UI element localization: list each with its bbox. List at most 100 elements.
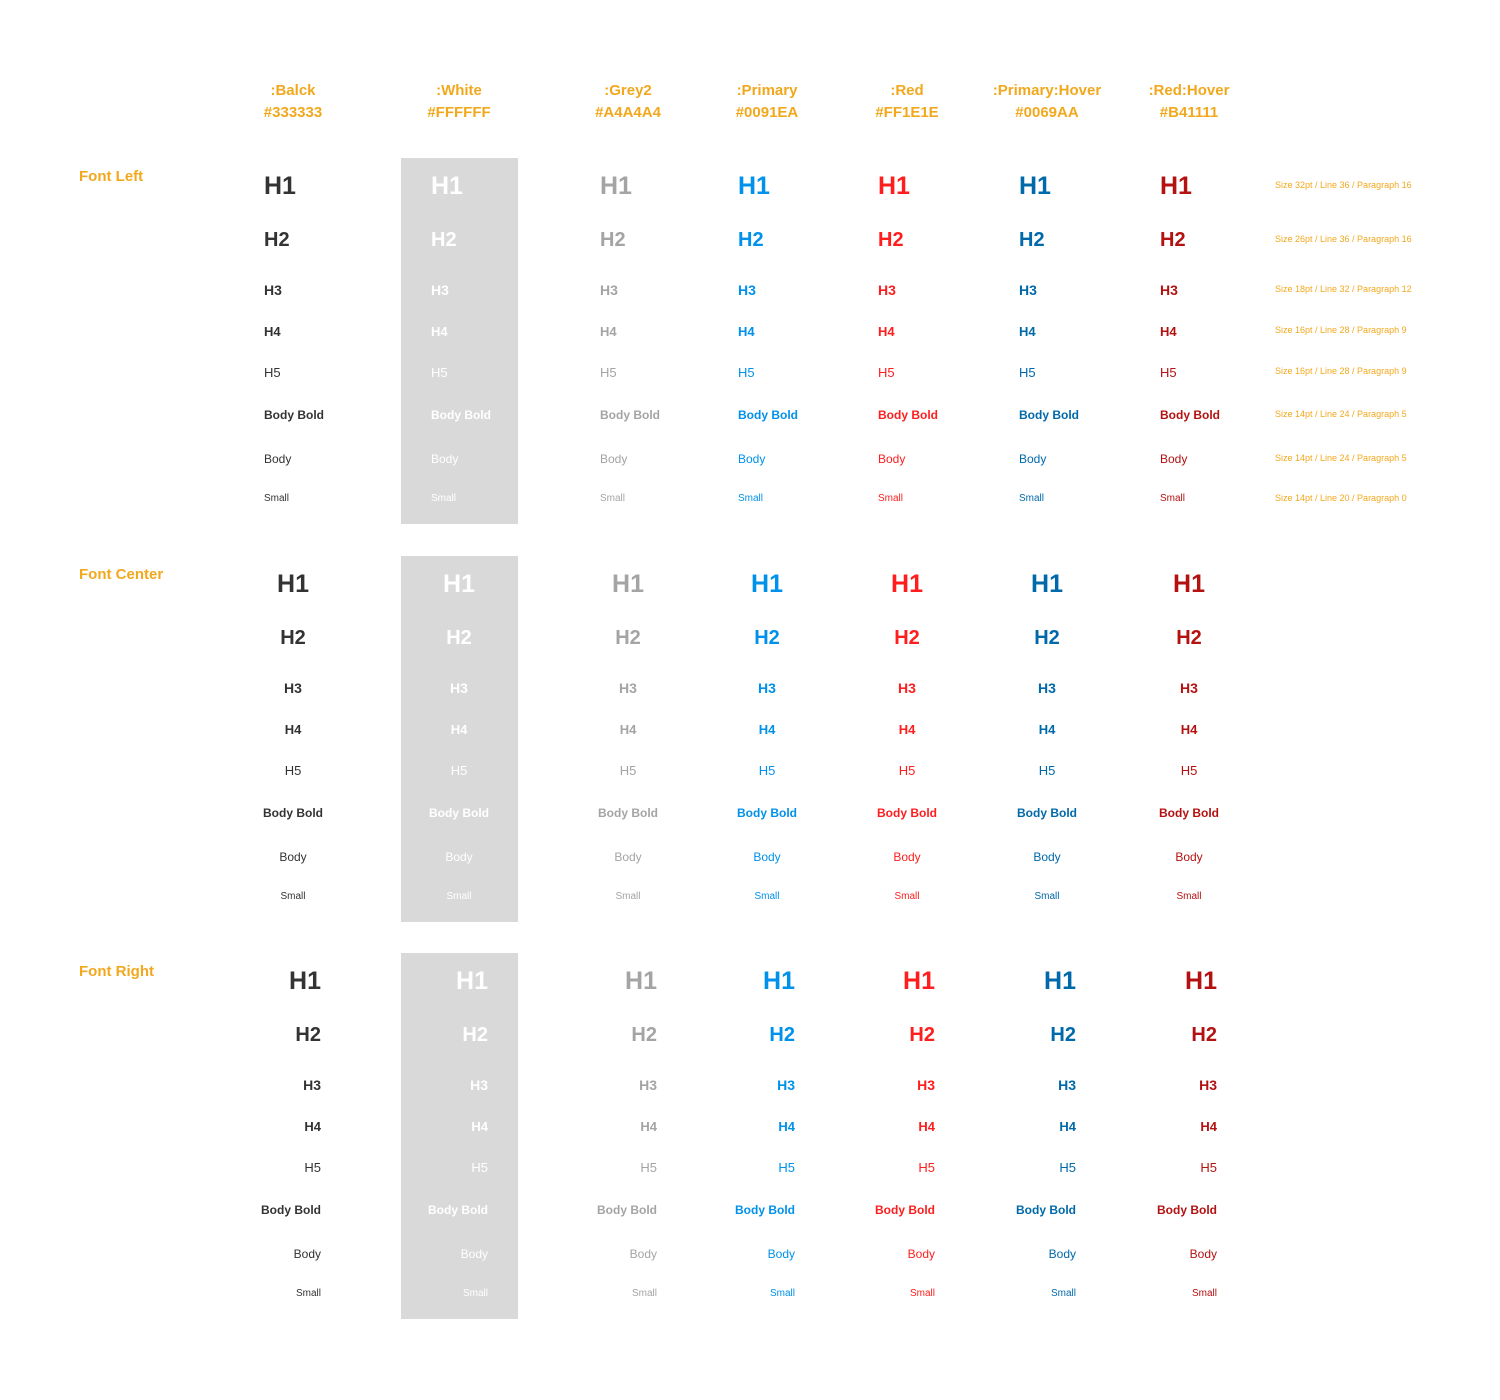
sample-body: Body	[767, 1247, 795, 1261]
sample-h5: H5	[1038, 762, 1056, 778]
sample-h1: H1	[289, 966, 321, 995]
sample-h1: H1	[264, 171, 296, 200]
sample-h1: H1	[625, 966, 657, 995]
sample-h4: H4	[640, 1118, 657, 1134]
sample-h2: H2	[754, 627, 780, 649]
sample-h5: H5	[284, 762, 302, 778]
sample-small: Small	[1176, 891, 1202, 902]
sample-small: Small	[1050, 1288, 1076, 1299]
sample-h4: H4	[619, 721, 637, 737]
sample-h5: H5	[471, 1159, 488, 1175]
sample-h4: H4	[1019, 323, 1036, 339]
sample-h3: H3	[738, 282, 756, 298]
sample-h4: H4	[284, 721, 302, 737]
sample-h3: H3	[1058, 1077, 1076, 1093]
sample-h5: H5	[1160, 364, 1177, 380]
sample-h1: H1	[763, 966, 795, 995]
column-header: :Red #FF1E1E	[837, 80, 977, 124]
sample-h4: H4	[1160, 323, 1177, 339]
sample-h5: H5	[778, 1159, 795, 1175]
color-name: :Balck	[270, 82, 316, 99]
sample-h4: H4	[304, 1118, 321, 1134]
sample-h1: H1	[1185, 966, 1217, 995]
sample-h3: H3	[1019, 282, 1037, 298]
spec-note: Size 16pt / Line 28 / Paragraph 9	[1275, 366, 1407, 376]
sample-h3: H3	[1180, 680, 1198, 696]
sample-body: Body	[1160, 452, 1188, 466]
sample-h4: H4	[600, 323, 617, 339]
spec-note: Size 26pt / Line 36 / Paragraph 16	[1275, 234, 1412, 244]
sample-body-bold: Body Bold	[735, 1203, 795, 1217]
sample-body-bold: Body Bold	[877, 806, 937, 820]
color-hex: #B41111	[1159, 104, 1219, 121]
sample-small: Small	[878, 493, 904, 504]
sample-h1: H1	[738, 171, 770, 200]
sample-h1: H1	[903, 966, 935, 995]
sample-h5: H5	[1200, 1159, 1217, 1175]
sample-h4: H4	[738, 323, 755, 339]
sample-body-bold: Body Bold	[1159, 806, 1219, 820]
sample-h2: H2	[280, 627, 306, 649]
sample-h5: H5	[1019, 364, 1036, 380]
sample-body: Body	[1189, 1247, 1217, 1261]
sample-h5: H5	[600, 364, 617, 380]
white-column-background	[401, 953, 518, 1319]
sample-h5: H5	[1059, 1159, 1076, 1175]
sample-h1: H1	[1160, 171, 1192, 200]
sample-h2: H2	[1160, 229, 1186, 251]
sample-body: Body	[460, 1247, 488, 1261]
sample-h1: H1	[1173, 569, 1205, 598]
sample-body-bold: Body Bold	[875, 1203, 935, 1217]
sample-body-bold: Body Bold	[600, 408, 660, 422]
sample-h4: H4	[898, 721, 916, 737]
color-hex: #FFFFFF	[427, 104, 491, 121]
sample-h5: H5	[431, 364, 448, 380]
sample-body: Body	[445, 850, 473, 864]
sample-body: Body	[279, 850, 307, 864]
sample-body-bold: Body Bold	[597, 1203, 657, 1217]
sample-h5: H5	[738, 364, 755, 380]
sample-h2: H2	[894, 627, 920, 649]
spec-note: Size 14pt / Line 20 / Paragraph 0	[1275, 493, 1407, 503]
column-header: :Primary:Hover #0069AA	[977, 80, 1117, 124]
sample-h3: H3	[600, 282, 618, 298]
sample-h1: H1	[600, 171, 632, 200]
sample-body: Body	[878, 452, 906, 466]
column-header: :Balck #333333	[223, 80, 363, 124]
column-header: :Red:Hover #B41111	[1119, 80, 1259, 124]
sample-h3: H3	[431, 282, 449, 298]
sample-body-bold: Body Bold	[598, 806, 658, 820]
white-column-background	[401, 556, 518, 922]
sample-small: Small	[446, 891, 472, 902]
sample-body-bold: Body Bold	[1016, 1203, 1076, 1217]
sample-h3: H3	[284, 680, 302, 696]
sample-h1: H1	[878, 171, 910, 200]
sample-small: Small	[754, 891, 780, 902]
sample-body-bold: Body Bold	[1157, 1203, 1217, 1217]
section-label: Font Left	[79, 168, 144, 185]
sample-body-bold: Body Bold	[264, 408, 324, 422]
sample-h4: H4	[471, 1118, 488, 1134]
spec-note: Size 16pt / Line 28 / Paragraph 9	[1275, 325, 1407, 335]
sample-small: Small	[769, 1288, 795, 1299]
sample-body: Body	[738, 452, 766, 466]
sample-h1: H1	[456, 966, 488, 995]
sample-body: Body	[1048, 1247, 1076, 1261]
sample-h4: H4	[1200, 1118, 1217, 1134]
sample-h3: H3	[450, 680, 468, 696]
sample-h2: H2	[1034, 627, 1060, 649]
sample-h2: H2	[431, 229, 457, 251]
sample-h3: H3	[878, 282, 896, 298]
sample-h2: H2	[462, 1024, 488, 1046]
sample-h1: H1	[612, 569, 644, 598]
sample-body: Body	[753, 850, 781, 864]
color-name: :Red:Hover	[1148, 82, 1230, 99]
sample-small: Small	[894, 891, 920, 902]
column-header: :Primary #0091EA	[697, 80, 837, 124]
white-column-background	[401, 158, 518, 524]
sample-h4: H4	[450, 721, 468, 737]
sample-small: Small	[431, 493, 457, 504]
sample-h4: H4	[778, 1118, 795, 1134]
sample-h5: H5	[304, 1159, 321, 1175]
sample-small: Small	[1034, 891, 1060, 902]
